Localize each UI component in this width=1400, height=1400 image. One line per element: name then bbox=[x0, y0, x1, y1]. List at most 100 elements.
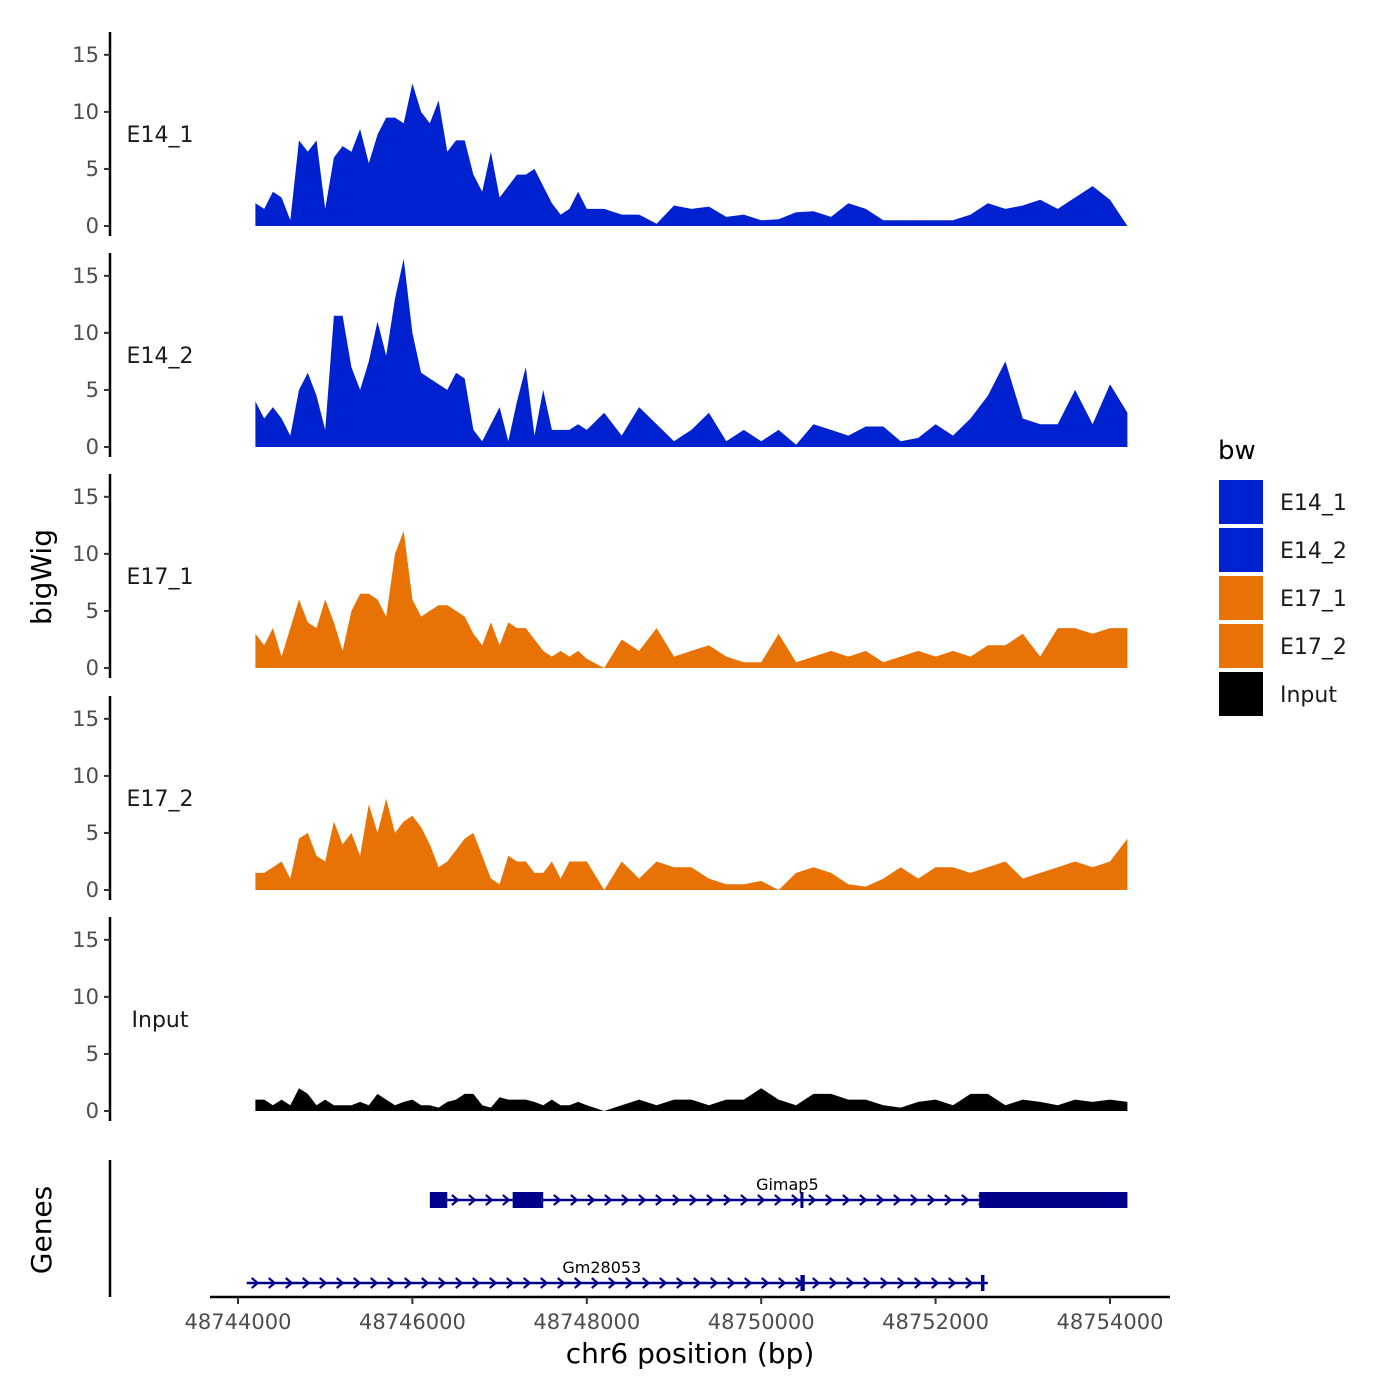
legend-swatch-E17_1 bbox=[1219, 576, 1263, 620]
y-tick-label: 15 bbox=[72, 264, 99, 288]
strand-arrow bbox=[706, 1194, 715, 1206]
strand-arrow bbox=[621, 1194, 630, 1206]
exon bbox=[980, 1275, 985, 1291]
track-Input: 0 5 10 15 Input bbox=[72, 917, 1128, 1123]
y-tick-label: 10 bbox=[72, 764, 99, 788]
area-E17_1 bbox=[255, 531, 1128, 668]
gene-label: Gimap5 bbox=[756, 1175, 819, 1194]
area-Input bbox=[255, 1088, 1128, 1111]
y-tick-label: 5 bbox=[86, 378, 99, 402]
y-tick-label: 5 bbox=[86, 599, 99, 623]
legend-label: E17_1 bbox=[1280, 587, 1347, 612]
track-E17_1: 0 5 10 15 E17_1 bbox=[72, 474, 1128, 680]
strand-arrow bbox=[608, 1277, 617, 1289]
strand-arrow bbox=[523, 1277, 532, 1289]
y-tick-label: 10 bbox=[72, 542, 99, 566]
legend-label: Input bbox=[1280, 683, 1337, 708]
strand-arrow bbox=[387, 1277, 396, 1289]
strand-arrow bbox=[587, 1194, 596, 1206]
strand-arrow bbox=[570, 1194, 579, 1206]
strand-arrow bbox=[553, 1194, 562, 1206]
x-tick-label: 48748000 bbox=[533, 1310, 640, 1334]
y-tick-label: 10 bbox=[72, 100, 99, 124]
strand-arrow bbox=[727, 1277, 736, 1289]
x-axis-title: chr6 position (bp) bbox=[566, 1337, 815, 1370]
strand-arrow bbox=[604, 1194, 613, 1206]
track-label: E14_1 bbox=[127, 123, 194, 148]
strand-arrow bbox=[251, 1277, 260, 1289]
exon bbox=[512, 1192, 544, 1208]
x-axis: 48744000 48746000 48748000 48750000 48752000… bbox=[185, 1295, 1170, 1334]
strand-arrow bbox=[812, 1277, 821, 1289]
strand-arrow bbox=[468, 1194, 477, 1206]
strand-arrow bbox=[502, 1194, 511, 1206]
strand-arrow bbox=[710, 1277, 719, 1289]
strand-arrow bbox=[659, 1277, 668, 1289]
strand-arrow bbox=[506, 1277, 515, 1289]
y-tick-label: 0 bbox=[86, 1099, 99, 1123]
strand-arrow bbox=[757, 1194, 766, 1206]
area-E14_1 bbox=[255, 83, 1128, 227]
strand-arrow bbox=[693, 1277, 702, 1289]
legend-label: E14_2 bbox=[1280, 539, 1347, 564]
genes-track: Gimap5 Gm28053 bbox=[108, 1160, 1128, 1297]
genes-track-title: Genes bbox=[25, 1186, 58, 1274]
strand-arrow bbox=[825, 1194, 834, 1206]
strand-arrow bbox=[625, 1277, 634, 1289]
strand-arrow bbox=[914, 1277, 923, 1289]
strand-arrow bbox=[961, 1194, 970, 1206]
x-tick-label: 48750000 bbox=[708, 1310, 815, 1334]
exon bbox=[979, 1192, 1128, 1208]
strand-arrow bbox=[927, 1194, 936, 1206]
track-E17_2: 0 5 10 15 E17_2 bbox=[72, 696, 1128, 902]
strand-arrow bbox=[897, 1277, 906, 1289]
strand-arrow bbox=[489, 1277, 498, 1289]
strand-arrow bbox=[421, 1277, 430, 1289]
strand-arrow bbox=[744, 1277, 753, 1289]
gene-label: Gm28053 bbox=[562, 1258, 641, 1277]
track-label: E14_2 bbox=[127, 344, 194, 369]
legend-swatch-E17_2 bbox=[1219, 624, 1263, 668]
strand-arrow bbox=[791, 1194, 800, 1206]
area-E14_2 bbox=[255, 258, 1128, 447]
y-tick-label: 0 bbox=[86, 435, 99, 459]
x-tick-label: 48752000 bbox=[882, 1310, 989, 1334]
strand-arrow bbox=[638, 1194, 647, 1206]
legend-label: E17_2 bbox=[1280, 635, 1347, 660]
strand-arrow bbox=[876, 1194, 885, 1206]
strand-arrow bbox=[965, 1277, 974, 1289]
strand-arrow bbox=[944, 1194, 953, 1206]
y-tick-label: 0 bbox=[86, 878, 99, 902]
strand-arrow bbox=[319, 1277, 328, 1289]
track-label: Input bbox=[132, 1008, 189, 1033]
y-tick-label: 15 bbox=[72, 485, 99, 509]
y-tick-label: 5 bbox=[86, 157, 99, 181]
strand-arrow bbox=[574, 1277, 583, 1289]
gene-Gm28053: Gm28053 bbox=[246, 1258, 988, 1291]
strand-arrow bbox=[829, 1277, 838, 1289]
y-axis-title: bigWig bbox=[25, 529, 58, 625]
strand-arrow bbox=[842, 1194, 851, 1206]
strand-arrow bbox=[336, 1277, 345, 1289]
legend-swatch-E14_1 bbox=[1219, 480, 1263, 524]
strand-arrow bbox=[455, 1277, 464, 1289]
y-tick-label: 15 bbox=[72, 928, 99, 952]
strand-arrow bbox=[285, 1277, 294, 1289]
strand-arrow bbox=[689, 1194, 698, 1206]
strand-arrow bbox=[672, 1194, 681, 1206]
track-E14_1: 0 5 10 15 E14_1 bbox=[72, 32, 1128, 238]
strand-arrow bbox=[893, 1194, 902, 1206]
y-tick-label: 0 bbox=[86, 656, 99, 680]
exon bbox=[800, 1192, 804, 1208]
area-E17_2 bbox=[255, 798, 1128, 890]
y-tick-label: 5 bbox=[86, 821, 99, 845]
track-E14_2: 0 5 10 15 E14_2 bbox=[72, 253, 1128, 459]
legend-swatch-Input bbox=[1219, 672, 1263, 716]
strand-arrow bbox=[404, 1277, 413, 1289]
legend-swatch-E14_2 bbox=[1219, 528, 1263, 572]
strand-arrow bbox=[438, 1277, 447, 1289]
tracks: 0 5 10 15 E14_1 0 5 10 15 E14_2 0 5 10 15 E17_1 0 5 10 15 E… bbox=[72, 32, 1128, 1123]
exon bbox=[800, 1275, 805, 1291]
legend-title: bw bbox=[1218, 436, 1256, 466]
